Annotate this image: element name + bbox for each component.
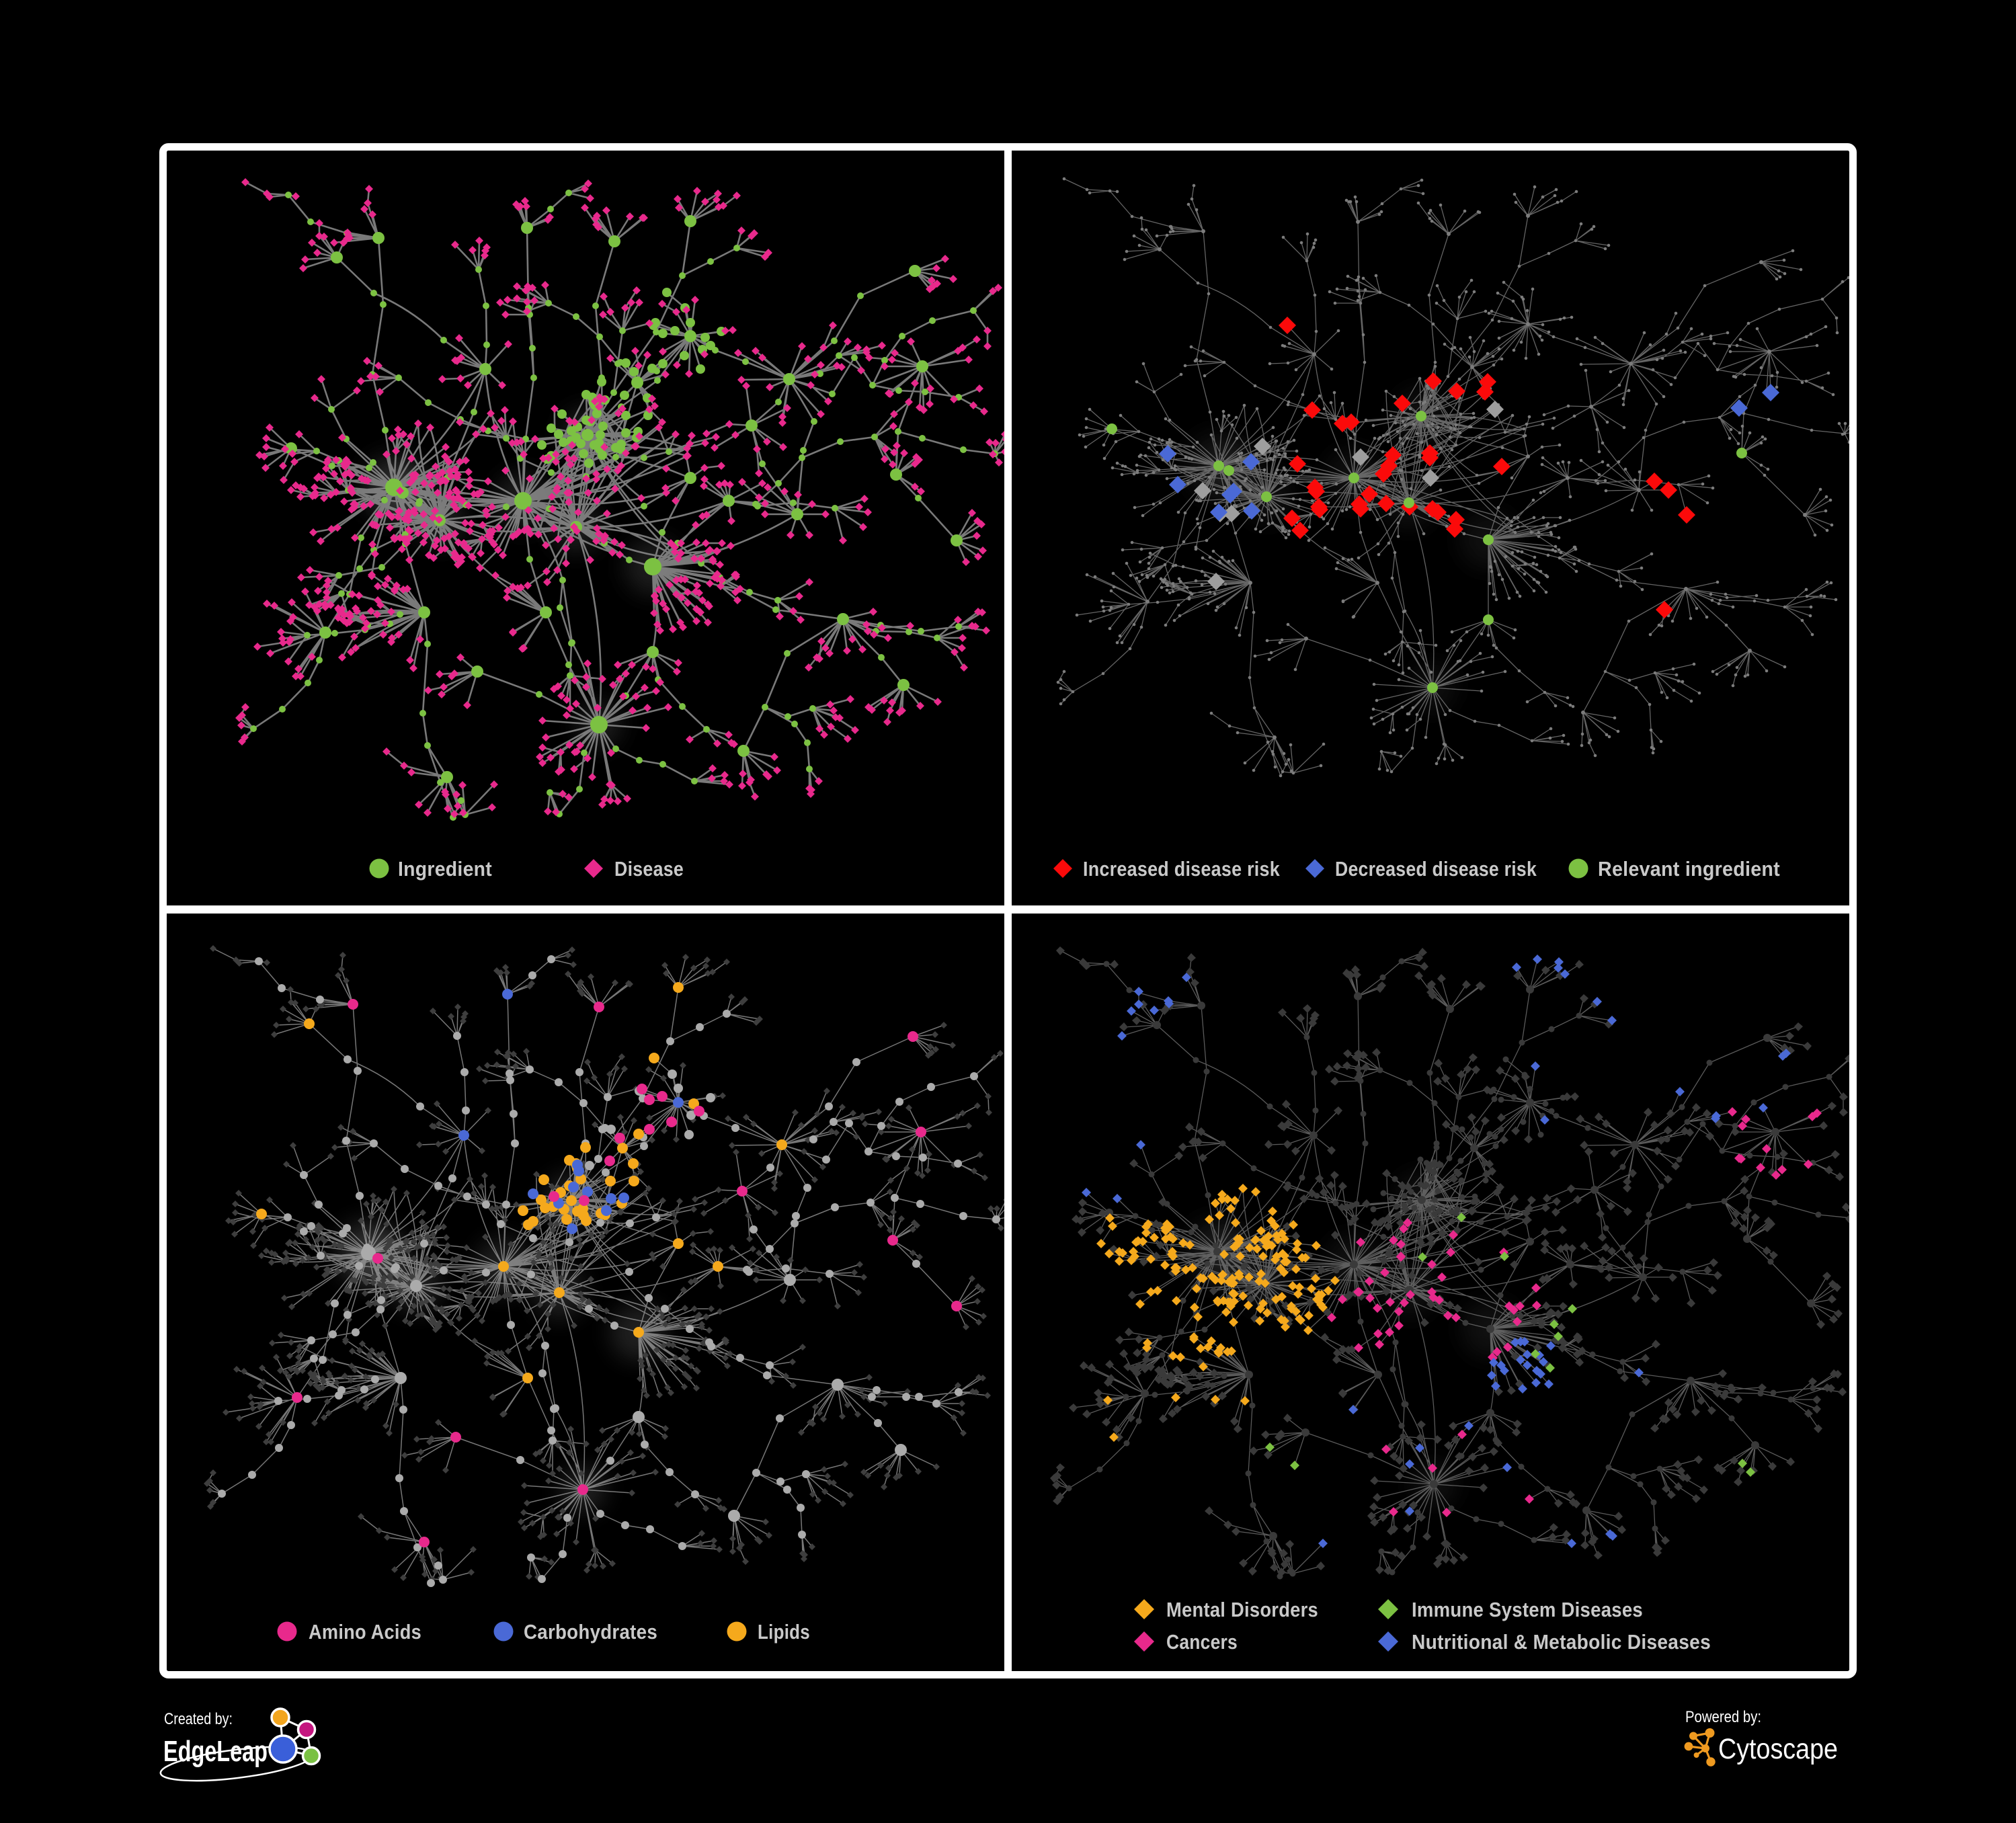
svg-text:Immune System Diseases: Immune System Diseases: [1412, 1598, 1643, 1621]
svg-text:Relevant ingredient: Relevant ingredient: [1598, 857, 1780, 881]
svg-text:Ingredient: Ingredient: [398, 857, 492, 881]
svg-text:EdgeLeap: EdgeLeap: [163, 1735, 268, 1768]
svg-text:Disease: Disease: [614, 857, 684, 881]
svg-text:Nutritional & Metabolic Diseas: Nutritional & Metabolic Diseases: [1412, 1630, 1711, 1654]
svg-text:Created by:: Created by:: [164, 1710, 233, 1728]
svg-text:Decreased disease risk: Decreased disease risk: [1335, 857, 1537, 881]
svg-text:Powered by:: Powered by:: [1685, 1708, 1761, 1726]
svg-text:Cancers: Cancers: [1166, 1630, 1238, 1654]
svg-text:Lipids: Lipids: [758, 1620, 810, 1644]
svg-text:Increased disease risk: Increased disease risk: [1083, 857, 1280, 881]
svg-text:Cytoscape: Cytoscape: [1718, 1733, 1838, 1765]
svg-text:Amino Acids: Amino Acids: [309, 1620, 421, 1644]
svg-text:Mental Disorders: Mental Disorders: [1166, 1598, 1318, 1621]
svg-text:Carbohydrates: Carbohydrates: [524, 1620, 657, 1644]
